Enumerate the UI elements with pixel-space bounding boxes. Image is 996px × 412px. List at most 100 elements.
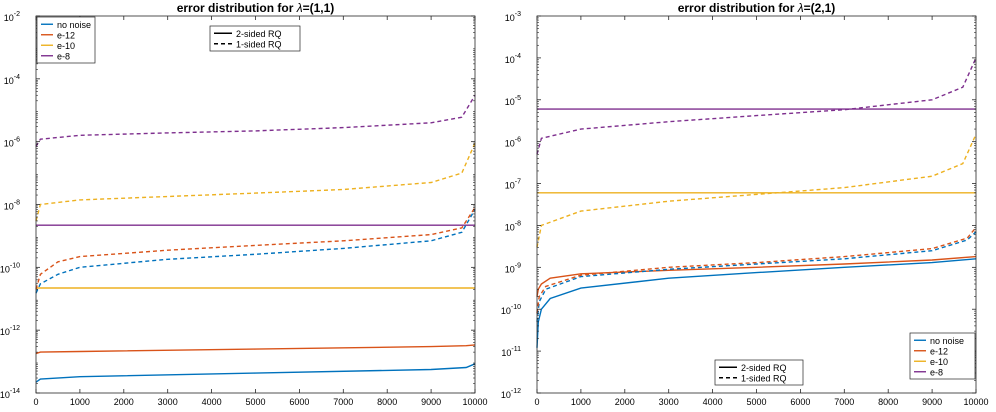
y-tick-label: 10-4: [4, 74, 20, 86]
y-tick-exponent: -10: [10, 262, 20, 269]
y-tick-exponent: -4: [14, 74, 20, 81]
series-group: [536, 57, 977, 348]
y-tick-exponent: -8: [515, 220, 521, 227]
y-tick-label: 10-10: [501, 304, 521, 316]
series-line-8: [35, 94, 476, 147]
y-tick-base: 10: [4, 76, 14, 86]
y-tick-exponent: -10: [511, 304, 521, 311]
chart-title-prefix: error distribution for: [177, 1, 297, 15]
x-tick-label: 5000: [245, 397, 265, 407]
y-tick-exponent: -4: [515, 53, 521, 60]
y-tick-label: 10-4: [505, 53, 521, 65]
y-tick-exponent: -2: [14, 11, 20, 18]
y-tick-label: 10-10: [0, 262, 20, 274]
y-tick-base: 10: [505, 222, 515, 232]
series-line-7: [35, 142, 476, 222]
x-tick-label: 7000: [834, 397, 854, 407]
legend-rq-types: 2-sided RQ1-sided RQ: [209, 25, 301, 52]
legend-box: [209, 25, 301, 52]
y-tick-exponent: -9: [515, 262, 521, 269]
x-tick-label: 6000: [790, 397, 810, 407]
y-tick-base: 10: [0, 264, 10, 274]
y-tick-exponent: -7: [515, 179, 521, 186]
y-tick-exponent: -5: [515, 95, 521, 102]
y-tick-base: 10: [501, 306, 511, 316]
y-tick-base: 10: [4, 139, 14, 149]
x-tick-label: 8000: [878, 397, 898, 407]
y-tick-base: 10: [501, 348, 511, 358]
x-tick-label: 4000: [202, 397, 222, 407]
y-tick-base: 10: [0, 390, 10, 400]
x-tick-label: 9000: [922, 397, 942, 407]
y-tick-label: 10-8: [505, 220, 521, 232]
series-line-8: [536, 57, 977, 155]
y-tick-label: 10-14: [0, 388, 20, 400]
y-tick-exponent: -12: [511, 388, 521, 395]
y-tick-label: 10-6: [505, 137, 521, 149]
chart-title: error distribution for λ=(1,1): [177, 1, 335, 15]
series-line-1: [536, 258, 977, 348]
y-tick-base: 10: [505, 139, 515, 149]
legend-label: e-10: [930, 357, 948, 367]
series-line-5: [35, 209, 476, 294]
legend-label: e-8: [57, 51, 70, 61]
y-tick-exponent: -12: [10, 325, 20, 332]
x-tick-label: 7000: [333, 397, 353, 407]
y-tick-base: 10: [505, 55, 515, 65]
y-tick-exponent: -3: [515, 11, 521, 18]
chart-title-suffix: =(1,1): [303, 1, 335, 15]
legend-label: 2-sided RQ: [236, 29, 282, 39]
x-tick-label: 6000: [289, 397, 309, 407]
chart-title-suffix: =(2,1): [804, 1, 836, 15]
series-line-1: [35, 363, 476, 383]
chart-title-prefix: error distribution for: [678, 1, 798, 15]
y-tick-exponent: -6: [14, 137, 20, 144]
series-line-6: [536, 226, 977, 314]
y-tick-label: 10-3: [505, 11, 521, 23]
plot-area: [537, 16, 976, 393]
y-tick-base: 10: [505, 264, 515, 274]
x-tick-label: 0: [33, 397, 38, 407]
y-tick-label: 10-12: [501, 388, 521, 400]
legend-label: 1-sided RQ: [741, 373, 787, 383]
y-tick-base: 10: [505, 97, 515, 107]
y-tick-base: 10: [4, 13, 14, 23]
y-tick-base: 10: [505, 181, 515, 191]
x-tick-label: 10000: [963, 397, 988, 407]
series-group: [35, 94, 476, 383]
series-line-6: [35, 207, 476, 290]
legend-label: no noise: [930, 336, 964, 346]
x-tick-label: 2000: [114, 397, 134, 407]
y-tick-label: 10-11: [501, 346, 521, 358]
y-tick-exponent: -14: [10, 388, 20, 395]
legend-rq-types: 2-sided RQ1-sided RQ: [714, 359, 804, 386]
x-tick-label: 1000: [571, 397, 591, 407]
x-tick-label: 4000: [703, 397, 723, 407]
legend-label: e-12: [930, 346, 948, 356]
x-tick-label: 0: [534, 397, 539, 407]
y-tick-label: 10-5: [505, 95, 521, 107]
chart-panel-1: 0 1000 2000 3000 4000 5000 6000 7000 8000 9000 100…: [0, 1, 488, 407]
x-tick-label: 10000: [462, 397, 487, 407]
y-tick-exponent: -6: [515, 137, 521, 144]
y-tick-label: 10-9: [505, 262, 521, 274]
legend-label: e-12: [57, 30, 75, 40]
x-tick-label: 3000: [659, 397, 679, 407]
legend-label: 1-sided RQ: [236, 39, 282, 49]
legend-label: 2-sided RQ: [741, 363, 787, 373]
legend-label: e-8: [930, 367, 943, 377]
legend-label: no noise: [57, 20, 91, 30]
chart-title-symbol: λ: [797, 1, 804, 15]
x-tick-label: 3000: [158, 397, 178, 407]
series-line-7: [536, 134, 977, 248]
chart-title: error distribution for λ=(2,1): [678, 1, 836, 15]
series-line-2: [35, 344, 476, 355]
legend-label: e-10: [57, 41, 75, 51]
x-tick-label: 1000: [70, 397, 90, 407]
x-tick-label: 9000: [421, 397, 441, 407]
legend-box: [714, 359, 804, 386]
y-tick-exponent: -8: [14, 200, 20, 207]
